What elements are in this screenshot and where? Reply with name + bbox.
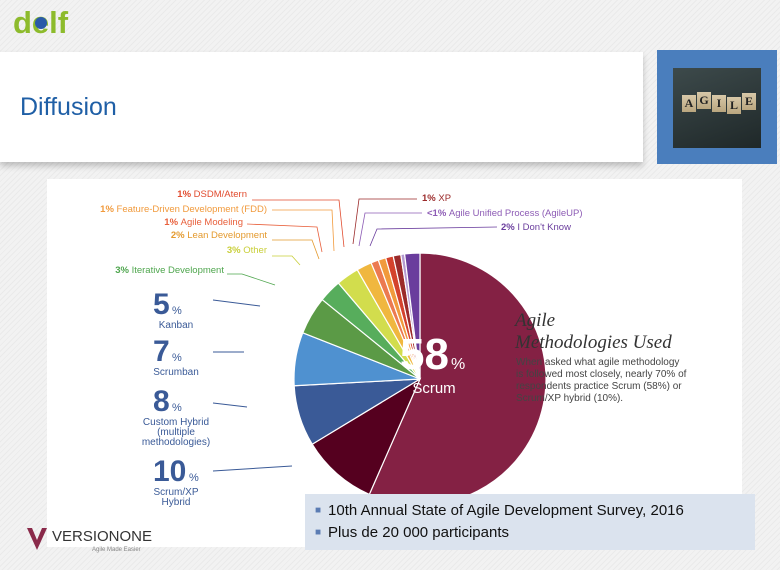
versionone-logo: VERSIONONE Agile Made Easier <box>27 528 152 553</box>
agile-photo: A G I L E <box>673 68 761 148</box>
note-item: ■ 10th Annual State of Agile Development … <box>315 500 755 522</box>
leader-line <box>212 465 293 472</box>
center-value: 58% <box>400 330 465 379</box>
small-label: <1% Agile Unified Process (AgileUP) <box>427 208 583 219</box>
center-value-unit: % <box>451 356 465 373</box>
big-label-name: Custom Hybrid <box>143 417 209 428</box>
center-label: Scrum <box>412 380 455 397</box>
infographic: 5% Kanban 7% Scrumban 8% Custom Hybrid (multip… <box>47 179 742 547</box>
small-label: 3% Other <box>227 245 267 256</box>
chart-description-line: respondents practice Scrum (58%) or <box>516 381 682 392</box>
title-band <box>0 52 643 162</box>
leader-line <box>272 239 320 260</box>
leader-line <box>352 198 417 245</box>
big-label-pct: 8 <box>153 385 170 418</box>
chart-description-line: When asked what agile methodology <box>516 357 679 368</box>
small-label: 1% Feature-Driven Development (FDD) <box>100 204 267 215</box>
big-label-unit: % <box>172 352 182 364</box>
leader-line <box>272 255 301 266</box>
labels-layer: 5 % Kanban 7 % Scrumban 8 % Custom Hybrid(multip… <box>100 189 582 508</box>
leader-line <box>212 402 248 408</box>
leader-line <box>212 299 261 307</box>
chart-description-line: Scrum/XP hybrid (10%). <box>516 393 623 404</box>
versionone-name: VERSIONONE <box>52 528 152 545</box>
bullet-icon: ■ <box>315 505 322 516</box>
big-label-name: Scrum/XP <box>153 487 198 498</box>
photo-tile: L <box>727 97 741 114</box>
big-label-unit: % <box>172 305 182 317</box>
photo-tile: G <box>697 92 711 109</box>
leader-line <box>358 212 422 247</box>
big-label-name: Kanban <box>159 320 193 331</box>
versionone-tagline: Agile Made Easier <box>92 547 141 553</box>
big-label-name: Scrumban <box>153 367 199 378</box>
small-label: 1% XP <box>422 193 451 204</box>
small-label: 2% I Don't Know <box>501 222 571 233</box>
bullet-icon: ■ <box>315 527 322 538</box>
big-label-unit: % <box>189 472 199 484</box>
leaders-layer <box>212 198 498 472</box>
small-label: 1% DSDM/Atern <box>177 189 247 200</box>
pie-slice <box>311 377 422 496</box>
pie-slice <box>403 252 421 380</box>
chart-title-line2: Methodologies Used <box>514 332 672 353</box>
leader-line <box>246 223 323 253</box>
note-text: 10th Annual State of Agile Development S… <box>328 502 684 519</box>
notes-box: ■ 10th Annual State of Agile Development … <box>305 494 755 550</box>
big-label-pct: 10 <box>153 455 186 488</box>
small-label: 2% Lean Development <box>171 230 267 241</box>
slices-layer <box>293 252 547 506</box>
big-label-pct: 7 <box>153 335 170 368</box>
leader-line <box>369 226 498 247</box>
note-item: ■ Plus de 20 000 participants <box>315 522 755 544</box>
page-title: Diffusion <box>20 93 117 121</box>
small-label: 1% Agile Modeling <box>164 217 243 228</box>
small-label: 3% Iterative Development <box>115 265 224 276</box>
leader-line <box>272 209 335 252</box>
chart-title-line1: Agile <box>513 310 555 331</box>
leader-line <box>227 273 276 286</box>
big-label-unit: % <box>172 402 182 414</box>
center-value-number: 58 <box>400 330 449 379</box>
big-label-name: (multiple <box>157 427 195 438</box>
chart-description-line: is followed most closely, nearly 70% of <box>516 369 687 380</box>
photo-tile: E <box>742 93 756 110</box>
note-text: Plus de 20 000 participants <box>328 524 509 541</box>
versionone-chevron-icon <box>27 528 47 550</box>
big-label-name: methodologies) <box>142 437 210 448</box>
leader-line <box>252 199 345 248</box>
pie-chart: 5 % Kanban 7 % Scrumban 8 % Custom Hybrid(multip… <box>100 189 687 508</box>
logo-dot-icon <box>35 17 47 29</box>
photo-tile: A <box>682 95 696 112</box>
delf-logo: delf <box>13 5 69 40</box>
photo-tile: I <box>712 95 726 112</box>
big-label-name: Hybrid <box>162 497 191 508</box>
big-label-pct: 5 <box>153 288 170 321</box>
